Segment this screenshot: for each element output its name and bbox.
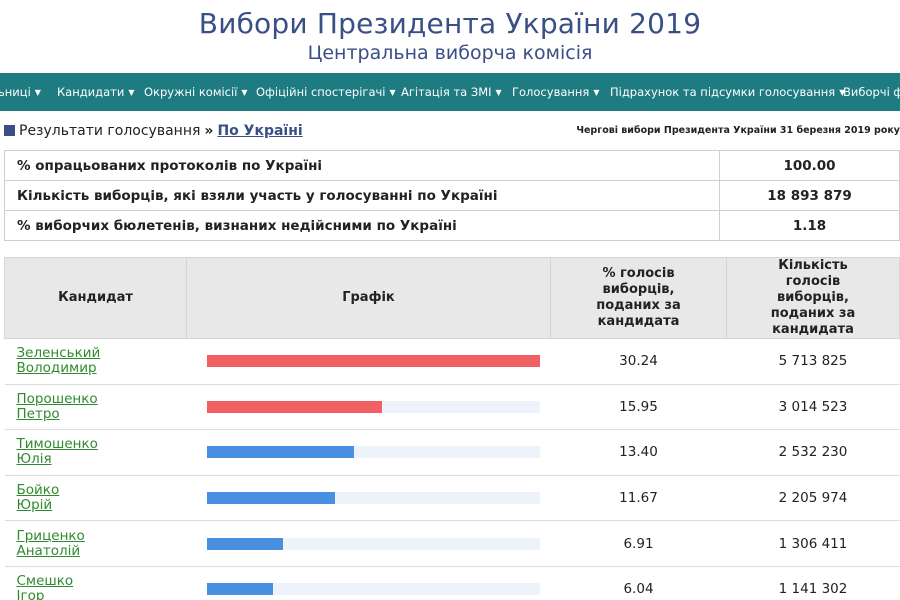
table-row: Смешко Ігор 6.04 1 141 302 (4, 566, 900, 600)
main-navbar: ьниці ▼ Кандидати ▼ Окружні комісії ▼ Офіці… (0, 73, 900, 111)
percent-cell: 6.04 (550, 566, 727, 600)
percent-cell: 11.67 (550, 475, 727, 522)
breadcrumb-current-link[interactable]: По Україні (217, 123, 303, 139)
nav-item-election-funds[interactable]: Виборчі ф (843, 85, 900, 99)
table-row: Зеленський Володимир 30.24 5 713 825 (4, 338, 900, 385)
bar-track (206, 355, 540, 368)
summary-row: Кількість виборців, які взяли участь у г… (4, 180, 900, 211)
result-bar (206, 355, 540, 368)
nav-item-polling-stations[interactable]: ьниці ▼ (0, 85, 41, 99)
nav-item-observers[interactable]: Офіційні спостерігачі ▼ (256, 85, 396, 99)
result-bar (206, 537, 283, 550)
candidate-link[interactable]: Смешко Ігор (16, 573, 74, 600)
summary-value: 100.00 (719, 150, 900, 181)
header-candidate: Кандидат (4, 257, 187, 339)
candidate-link[interactable]: Тимошенко Юлія (16, 436, 98, 468)
table-row: Гриценко Анатолій 6.91 1 306 411 (4, 520, 900, 567)
nav-item-voting[interactable]: Голосування ▼ (512, 85, 600, 99)
site-header: Вибори Президента України 2019 Центральн… (0, 0, 900, 73)
summary-table: % опрацьованих протоколів по Україні 100… (4, 150, 900, 241)
table-row: Бойко Юрій 11.67 2 205 974 (4, 475, 900, 522)
votes-cell: 3 014 523 (726, 384, 900, 431)
percent-cell: 15.95 (550, 384, 727, 431)
page-title: Вибори Президента України 2019 (198, 7, 702, 40)
summary-label: Кількість виборців, які взяли участь у г… (4, 180, 720, 211)
nav-item-candidates[interactable]: Кандидати ▼ (57, 85, 135, 99)
summary-value: 18 893 879 (719, 180, 900, 211)
candidate-link[interactable]: Порошенко Петро (16, 390, 98, 422)
summary-row: % виборчих бюлетенів, визнаних недійсним… (4, 210, 900, 241)
header-votes: Кількість голосів виборців, поданих за к… (726, 257, 900, 339)
table-row: Порошенко Петро 15.95 3 014 523 (4, 384, 900, 431)
bar-track (206, 400, 540, 413)
candidate-link[interactable]: Зеленський Володимир (16, 345, 101, 377)
result-bar (206, 400, 383, 413)
result-bar (206, 492, 335, 505)
election-note: Чергові вибори Президента України 31 бер… (576, 125, 900, 136)
bar-track (206, 537, 540, 550)
chevron-down-icon: ▼ (241, 88, 248, 97)
percent-cell: 30.24 (550, 338, 727, 385)
nav-item-district-commissions[interactable]: Окружні комісії ▼ (144, 85, 248, 99)
chevron-down-icon: ▼ (34, 88, 41, 97)
summary-value: 1.18 (719, 210, 900, 241)
table-row: Тимошенко Юлія 13.40 2 532 230 (4, 429, 900, 476)
votes-cell: 1 306 411 (726, 520, 900, 567)
chevron-down-icon: ▼ (495, 88, 502, 97)
percent-cell: 6.91 (550, 520, 727, 567)
nav-item-counting-results[interactable]: Підрахунок та підсумки голосування ▼ (610, 85, 846, 99)
chevron-down-icon: ▼ (839, 88, 846, 97)
chevron-down-icon: ▼ (128, 88, 135, 97)
breadcrumb-section: Результати голосування (19, 123, 201, 139)
result-bar (206, 583, 273, 596)
candidate-link[interactable]: Бойко Юрій (16, 482, 60, 514)
votes-cell: 1 141 302 (726, 566, 900, 600)
nav-item-campaigning-media[interactable]: Агітація та ЗМІ ▼ (401, 85, 502, 99)
square-bullet-icon (4, 125, 15, 136)
summary-row: % опрацьованих протоколів по Україні 100… (4, 150, 900, 181)
votes-cell: 2 532 230 (726, 429, 900, 476)
summary-label: % виборчих бюлетенів, визнаних недійсним… (4, 210, 720, 241)
chevron-down-icon: ▼ (389, 88, 396, 97)
bar-track (206, 492, 540, 505)
candidate-link[interactable]: Гриценко Анатолій (16, 527, 85, 559)
summary-label: % опрацьованих протоколів по Україні (4, 150, 720, 181)
percent-cell: 13.40 (550, 429, 727, 476)
votes-cell: 5 713 825 (726, 338, 900, 385)
results-header-row: Кандидат Графік % голосів виборців, пода… (4, 257, 900, 339)
votes-cell: 2 205 974 (726, 475, 900, 522)
page-subtitle: Центральна виборча комісія (307, 42, 593, 64)
bar-track (206, 583, 540, 596)
breadcrumb-separator: » (204, 123, 214, 139)
chevron-down-icon: ▼ (593, 88, 600, 97)
result-bar (206, 446, 355, 459)
header-chart: Графік (186, 257, 551, 339)
header-percent: % голосів виборців, поданих за кандидата (550, 257, 727, 339)
results-table: Кандидат Графік % голосів виборців, пода… (4, 257, 900, 600)
breadcrumb: Результати голосування» По Україні (4, 122, 303, 140)
bar-track (206, 446, 540, 459)
